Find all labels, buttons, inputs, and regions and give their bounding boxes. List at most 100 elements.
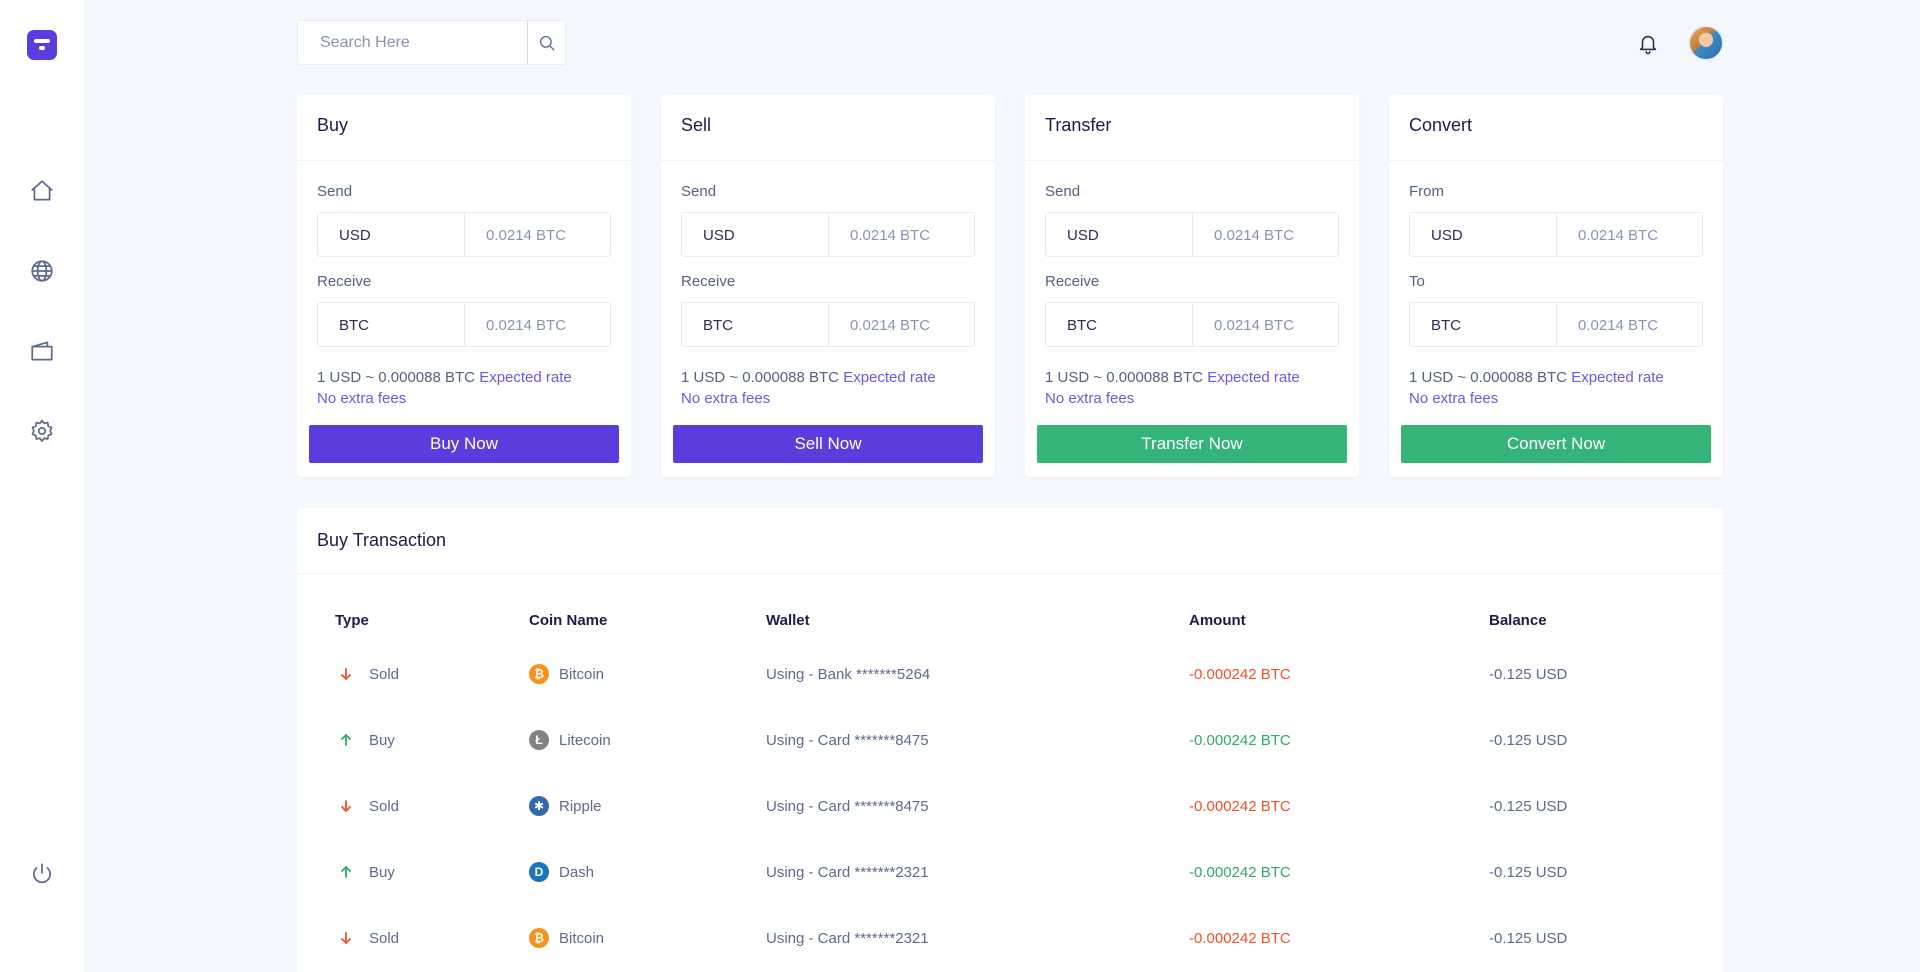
transfer-fees-note: No extra fees	[1045, 390, 1135, 407]
transfer-second-amount-input[interactable]: 0.0214 BTC	[1214, 317, 1295, 334]
buy-now-button[interactable]: Buy Now	[309, 425, 619, 463]
transfer-second-label: Receive	[1045, 273, 1100, 290]
convert-card-title: Convert	[1389, 95, 1723, 161]
column-header-wallet[interactable]: Wallet	[766, 612, 810, 629]
app-logo[interactable]	[27, 30, 57, 60]
sidebar	[0, 0, 84, 972]
column-header-type[interactable]: Type	[335, 612, 369, 629]
convert-first-pair: USD 0.0214 BTC	[1409, 212, 1703, 257]
sell-first-label: Send	[681, 183, 717, 200]
convert-card: Convert From USD 0.0214 BTC To BTC 0.021…	[1389, 95, 1723, 477]
convert-second-pair: BTC 0.0214 BTC	[1409, 302, 1703, 347]
transfer-second-currency-select[interactable]: BTC	[1046, 303, 1193, 346]
sell-first-currency-select[interactable]: USD	[682, 213, 829, 256]
transfer-card: Transfer Send USD 0.0214 BTC Receive BTC…	[1025, 95, 1359, 477]
table-row[interactable]: Sold ₿ Bitcoin Using - Card *******2321 …	[297, 927, 1723, 967]
coin-cell: ✱ Ripple	[529, 795, 602, 817]
convert-rate-info: 1 USD ~ 0.000088 BTC Expected rate No ex…	[1409, 367, 1703, 409]
wallet-cell: Using - Card *******8475	[766, 797, 929, 815]
transactions-title: Buy Transaction	[297, 508, 1723, 574]
amount-cell: -0.000242 BTC	[1189, 797, 1291, 815]
buy-first-currency-select[interactable]: USD	[318, 213, 465, 256]
type-label: Sold	[369, 665, 400, 683]
coin-name: Ripple	[559, 797, 602, 815]
convert-first-amount-input[interactable]: 0.0214 BTC	[1578, 227, 1659, 244]
transfer-first-currency-select[interactable]: USD	[1046, 213, 1193, 256]
transfer-rate-info: 1 USD ~ 0.000088 BTC Expected rate No ex…	[1045, 367, 1339, 409]
arrow-down-icon	[339, 931, 353, 945]
convert-rate-value: 1 USD ~ 0.000088 BTC	[1409, 369, 1568, 386]
arrow-up-icon	[339, 733, 353, 747]
globe-icon[interactable]	[26, 255, 58, 287]
bitcoin-icon: ₿	[529, 664, 549, 684]
buy-first-pair: USD 0.0214 BTC	[317, 212, 611, 257]
table-row[interactable]: Sold ✱ Ripple Using - Card *******8475 -…	[297, 795, 1723, 835]
type-cell: Sold	[339, 927, 399, 949]
sell-second-pair: BTC 0.0214 BTC	[681, 302, 975, 347]
transfer-first-amount-input[interactable]: 0.0214 BTC	[1214, 227, 1295, 244]
type-label: Sold	[369, 929, 400, 947]
coin-cell: ₿ Bitcoin	[529, 663, 604, 685]
transfer-now-button[interactable]: Transfer Now	[1037, 425, 1347, 463]
settings-gear-icon[interactable]	[26, 415, 58, 447]
search-button[interactable]	[527, 21, 565, 64]
amount-cell: -0.000242 BTC	[1189, 929, 1291, 947]
sell-rate-value: 1 USD ~ 0.000088 BTC	[681, 369, 840, 386]
balance-cell: -0.125 USD	[1489, 797, 1568, 815]
column-header-coin-name[interactable]: Coin Name	[529, 612, 608, 629]
wallet-cell: Using - Bank *******5264	[766, 665, 931, 683]
transfer-first-pair: USD 0.0214 BTC	[1045, 212, 1339, 257]
buy-first-amount-input[interactable]: 0.0214 BTC	[486, 227, 567, 244]
coin-cell: Ł Litecoin	[529, 729, 611, 751]
arrow-down-icon	[339, 667, 353, 681]
table-row[interactable]: Sold ₿ Bitcoin Using - Bank *******5264 …	[297, 663, 1723, 703]
type-label: Buy	[369, 863, 395, 881]
sell-second-amount-input[interactable]: 0.0214 BTC	[850, 317, 931, 334]
home-icon[interactable]	[26, 175, 58, 207]
table-row[interactable]: Buy Ł Litecoin Using - Card *******8475 …	[297, 729, 1723, 769]
search-input[interactable]	[298, 21, 527, 64]
buy-transaction-panel: Buy Transaction Type Coin Name Wallet Am…	[297, 508, 1723, 972]
convert-second-currency-select[interactable]: BTC	[1410, 303, 1557, 346]
convert-expected-rate: Expected rate	[1571, 369, 1664, 386]
convert-second-amount-input[interactable]: 0.0214 BTC	[1578, 317, 1659, 334]
search-icon	[539, 35, 554, 50]
convert-first-currency-select[interactable]: USD	[1410, 213, 1557, 256]
convert-now-button[interactable]: Convert Now	[1401, 425, 1711, 463]
buy-card: Buy Send USD 0.0214 BTC Receive BTC 0.02…	[297, 95, 631, 477]
sell-now-button[interactable]: Sell Now	[673, 425, 983, 463]
transfer-rate-value: 1 USD ~ 0.000088 BTC	[1045, 369, 1204, 386]
balance-cell: -0.125 USD	[1489, 731, 1568, 749]
column-header-balance[interactable]: Balance	[1489, 612, 1547, 629]
coin-cell: ₿ Bitcoin	[529, 927, 604, 949]
wallet-icon[interactable]	[26, 335, 58, 367]
type-cell: Sold	[339, 795, 399, 817]
user-avatar[interactable]	[1688, 25, 1724, 61]
sell-card: Sell Send USD 0.0214 BTC Receive BTC 0.0…	[661, 95, 995, 477]
type-cell: Buy	[339, 861, 395, 883]
buy-first-label: Send	[317, 183, 353, 200]
transfer-card-title: Transfer	[1025, 95, 1359, 161]
transfer-expected-rate: Expected rate	[1207, 369, 1300, 386]
bitcoin-icon: ₿	[529, 928, 549, 948]
convert-second-label: To	[1409, 273, 1425, 290]
convert-fees-note: No extra fees	[1409, 390, 1499, 407]
sell-expected-rate: Expected rate	[843, 369, 936, 386]
coin-cell: D Dash	[529, 861, 594, 883]
buy-card-title: Buy	[297, 95, 631, 161]
buy-second-amount-input[interactable]: 0.0214 BTC	[486, 317, 567, 334]
sell-first-amount-input[interactable]: 0.0214 BTC	[850, 227, 931, 244]
table-row[interactable]: Buy D Dash Using - Card *******2321 -0.0…	[297, 861, 1723, 901]
transfer-second-pair: BTC 0.0214 BTC	[1045, 302, 1339, 347]
sell-second-label: Receive	[681, 273, 736, 290]
type-cell: Sold	[339, 663, 399, 685]
notification-bell-icon[interactable]	[1636, 30, 1660, 56]
power-logout-icon[interactable]	[26, 858, 58, 890]
sell-second-currency-select[interactable]: BTC	[682, 303, 829, 346]
column-header-amount[interactable]: Amount	[1189, 612, 1246, 629]
dash-icon: D	[529, 862, 549, 882]
wallet-cell: Using - Card *******2321	[766, 929, 929, 947]
buy-second-currency-select[interactable]: BTC	[318, 303, 465, 346]
wallet-cell: Using - Card *******2321	[766, 863, 929, 881]
coin-name: Bitcoin	[559, 929, 605, 947]
